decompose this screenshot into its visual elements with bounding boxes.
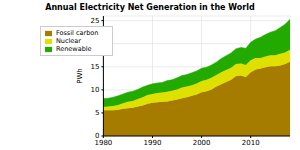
- svg-text:1990: 1990: [144, 139, 162, 147]
- svg-text:2010: 2010: [242, 139, 260, 147]
- html-text:Annual Electricity Net Generat: Annual Electricity Net Generation in the…: [45, 3, 255, 12]
- svg-text:5: 5: [95, 109, 99, 117]
- svg-text:1980: 1980: [94, 139, 113, 147]
- svg-text:10: 10: [90, 86, 99, 94]
- svg-text:25: 25: [90, 17, 99, 25]
- html-text:Nuclear: Nuclear: [56, 37, 81, 45]
- svg-text:20: 20: [90, 40, 99, 48]
- html-text:Renewable: Renewable: [56, 45, 92, 53]
- html-text:Fossil carbon: Fossil carbon: [56, 29, 99, 37]
- svg-text:PWh: PWh: [76, 68, 84, 84]
- svg-text:0: 0: [95, 132, 99, 140]
- svg-text:2000: 2000: [193, 139, 211, 147]
- svg-text:15: 15: [90, 63, 99, 71]
